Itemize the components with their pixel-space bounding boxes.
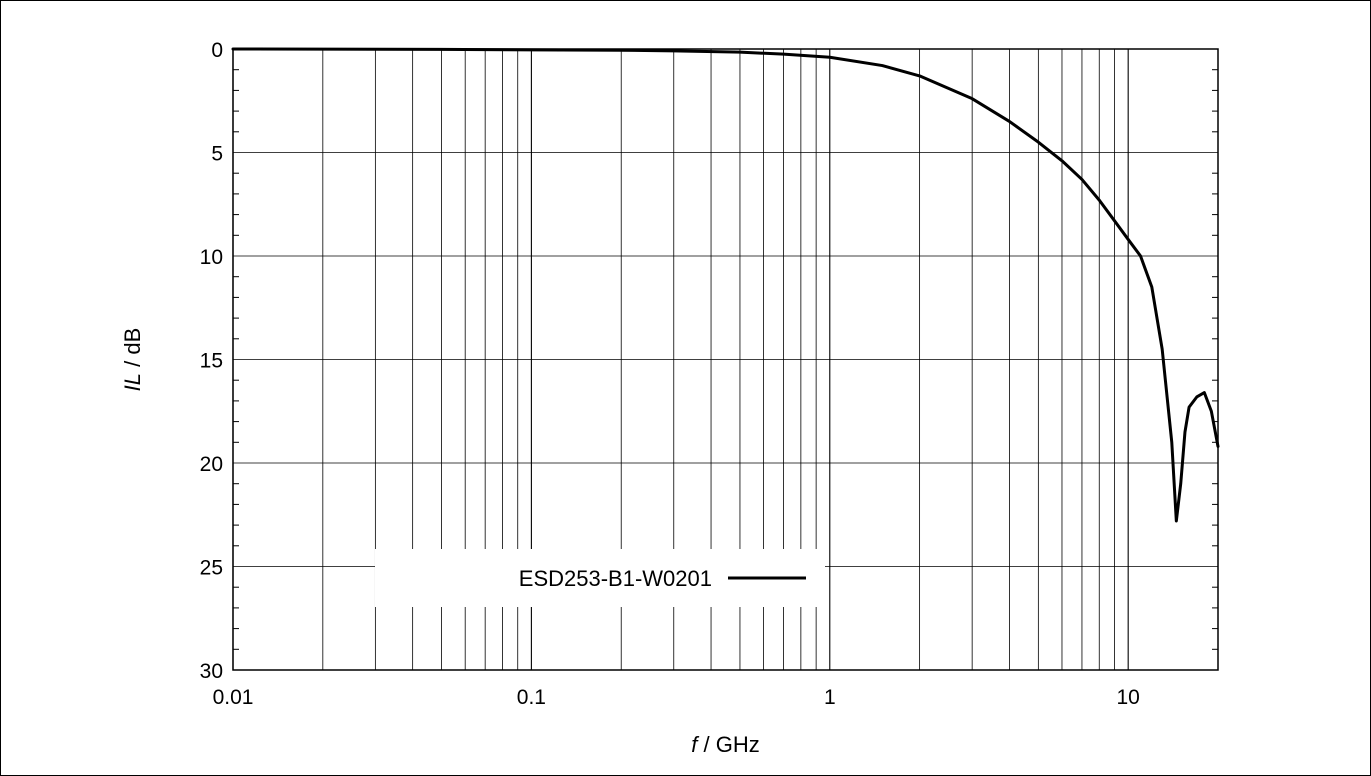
y-tick-label: 10 bbox=[200, 246, 223, 269]
y-tick-label: 15 bbox=[200, 350, 223, 373]
y-tick-label: 25 bbox=[200, 557, 223, 580]
x-tick-label: 0.01 bbox=[213, 686, 254, 709]
x-axis-label-symbol: f bbox=[691, 732, 700, 757]
legend-entry-label: ESD253-B1-W0201 bbox=[519, 566, 712, 591]
y-axis-label-symbol: IL bbox=[120, 373, 145, 391]
series-layer bbox=[231, 47, 1220, 523]
y-axis-label: IL / dB bbox=[120, 328, 145, 392]
y-tick-labels: 0 5 10 15 20 25 30 bbox=[200, 39, 223, 683]
plot-area-border bbox=[232, 48, 1219, 671]
x-axis-label: f / GHz bbox=[691, 732, 759, 757]
minor-ticks bbox=[233, 69, 1218, 650]
x-tick-labels: 0.01 0.1 1 10 bbox=[213, 686, 1140, 709]
y-tick-label: 5 bbox=[211, 143, 223, 166]
y-axis-label-unit: / dB bbox=[120, 328, 145, 373]
legend: ESD253-B1-W0201 bbox=[375, 549, 825, 607]
y-tick-label: 20 bbox=[200, 453, 223, 476]
x-axis-label-unit: / GHz bbox=[697, 732, 759, 757]
series-line bbox=[231, 47, 1220, 523]
y-tick-label: 30 bbox=[200, 660, 223, 683]
y-tick-label: 0 bbox=[211, 39, 223, 62]
x-tick-label: 10 bbox=[1116, 686, 1139, 709]
x-tick-label: 0.1 bbox=[517, 686, 546, 709]
x-tick-label: 1 bbox=[824, 686, 836, 709]
